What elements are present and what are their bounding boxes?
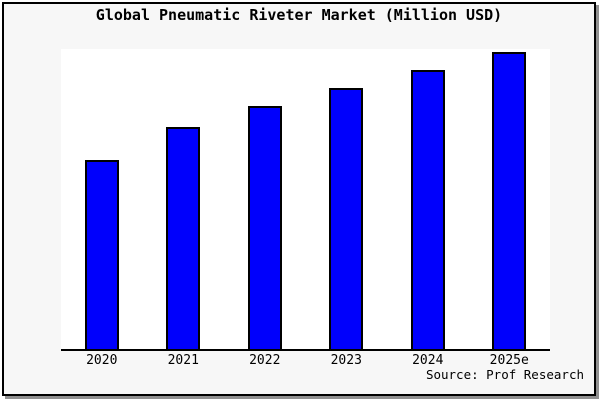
plot-area (61, 49, 550, 351)
bar-slot (387, 49, 469, 349)
bar-2020 (84, 160, 119, 349)
x-axis-labels: 2020 2021 2022 2023 2024 2025e (61, 353, 550, 369)
x-tick-label-2023: 2023 (330, 353, 362, 368)
bar-slot (469, 49, 551, 349)
x-tick-label-2021: 2021 (167, 353, 199, 368)
bar-2025e (492, 52, 527, 349)
bar-slot (306, 49, 388, 349)
bar-2023 (329, 88, 364, 349)
bar-2024 (410, 70, 445, 349)
bar-slot (61, 49, 143, 349)
bar-2022 (247, 106, 282, 349)
x-tick-label-2020: 2020 (86, 353, 118, 368)
x-tick-label-2022: 2022 (249, 353, 281, 368)
x-tick-label-2025e: 2025e (489, 353, 529, 368)
bar-slot (224, 49, 306, 349)
source-note: Source: Prof Research (425, 367, 584, 382)
chart-title: Global Pneumatic Riveter Market (Million… (95, 6, 503, 24)
bars-row (61, 49, 550, 349)
bar-2021 (166, 127, 201, 349)
bar-slot (143, 49, 225, 349)
x-tick-label-2024: 2024 (412, 353, 444, 368)
chart-frame: Global Pneumatic Riveter Market (Million… (2, 2, 596, 396)
